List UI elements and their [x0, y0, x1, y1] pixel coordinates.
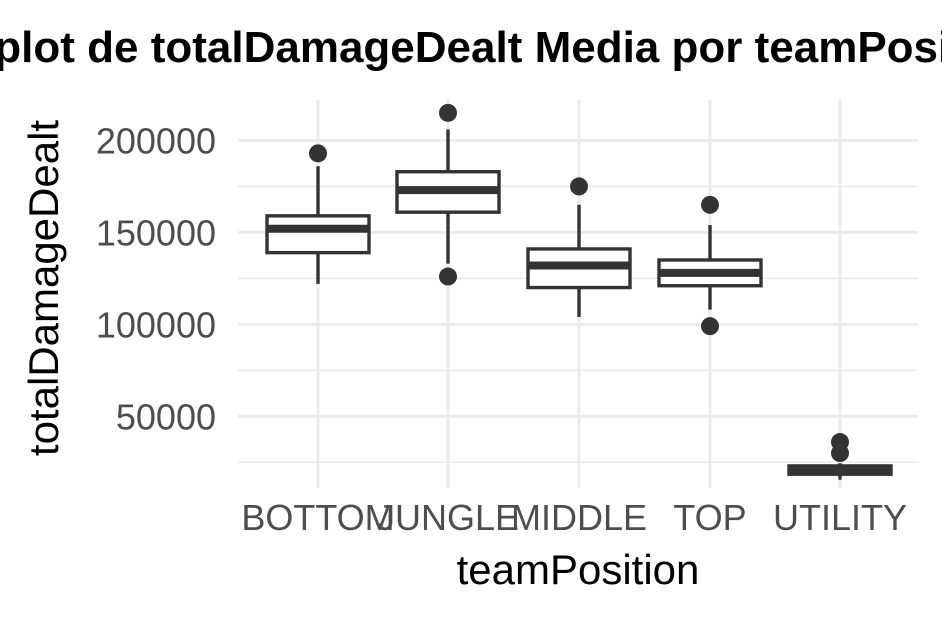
outlier-point: [701, 317, 719, 336]
x-tick-label: MIDDLE: [511, 497, 647, 538]
outlier-point: [439, 103, 457, 122]
y-axis-title: totalDamageDealt: [20, 120, 67, 457]
outlier-point: [831, 444, 849, 463]
x-tick-label: BOTTOM: [241, 497, 394, 538]
box-utility: [787, 433, 893, 480]
outlier-point: [309, 144, 327, 163]
boxes: [265, 103, 893, 480]
box-bottom: [265, 144, 371, 284]
x-tick-label: UTILITY: [773, 497, 907, 538]
box-top: [657, 195, 763, 336]
outlier-point: [701, 195, 719, 214]
outlier-point: [439, 267, 457, 286]
y-tick-label: 200000: [96, 120, 216, 161]
x-tick-label: JUNGLE: [377, 497, 519, 538]
y-tick-label: 50000: [116, 396, 216, 437]
box-jungle: [395, 103, 501, 286]
x-axis-title: teamPosition: [457, 546, 700, 593]
box-iqr: [265, 214, 371, 255]
y-tick-label: 100000: [96, 304, 216, 345]
y-tick-label: 150000: [96, 212, 216, 253]
tick-labels: 50000 100000 150000 200000 BOTTOMJUNGLEMIDDL…: [96, 120, 907, 538]
chart-title: Boxplot de totalDamageDealt Media por te…: [0, 23, 942, 72]
x-tick-label: TOP: [673, 497, 746, 538]
outlier-point: [570, 177, 588, 196]
box-middle: [526, 177, 632, 317]
